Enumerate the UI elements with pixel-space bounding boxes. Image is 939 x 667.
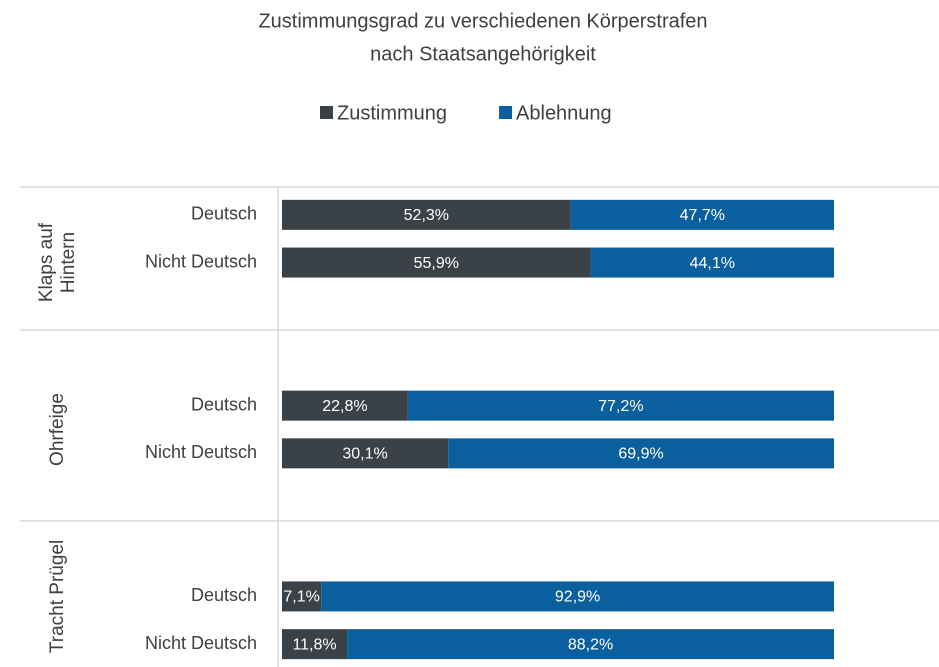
value-label: 92,9% bbox=[555, 589, 600, 606]
legend-swatch bbox=[320, 106, 333, 119]
group-label-line: Klaps auf bbox=[36, 222, 57, 302]
value-label: 69,9% bbox=[618, 446, 663, 463]
value-label: 30,1% bbox=[342, 446, 387, 463]
group-label-line: Hintern bbox=[58, 232, 79, 293]
value-label: 22,8% bbox=[322, 398, 367, 415]
category-label: Nicht Deutsch bbox=[145, 633, 257, 653]
value-label: 77,2% bbox=[598, 398, 643, 415]
group-label: Klaps aufHintern bbox=[36, 222, 79, 302]
chart-title: Zustimmungsgrad zu verschiedenen Körpers… bbox=[258, 10, 707, 32]
group-label-line: Tracht Prügel bbox=[47, 540, 68, 653]
value-label: 47,7% bbox=[680, 207, 725, 224]
value-label: 44,1% bbox=[690, 255, 735, 272]
group-label-line: Ohrfeige bbox=[47, 393, 68, 466]
value-label: 52,3% bbox=[404, 207, 449, 224]
bar-segment bbox=[282, 438, 449, 469]
bar-segment bbox=[282, 581, 322, 612]
legend-label: Zustimmung bbox=[337, 102, 447, 124]
bar-segment bbox=[282, 390, 408, 421]
category-label: Nicht Deutsch bbox=[145, 442, 257, 462]
category-label: Nicht Deutsch bbox=[145, 251, 257, 271]
group-label: Tracht Prügel bbox=[47, 540, 68, 653]
legend-swatch bbox=[499, 106, 513, 119]
bar-segment bbox=[282, 247, 591, 278]
category-label: Deutsch bbox=[191, 394, 257, 414]
bar-segment bbox=[282, 199, 571, 230]
bar-segment bbox=[347, 629, 834, 660]
bar-segment bbox=[448, 438, 834, 469]
value-label: 11,8% bbox=[292, 636, 336, 653]
value-label: 7,1% bbox=[283, 589, 319, 606]
chart-title: nach Staatsangehörigkeit bbox=[370, 43, 596, 65]
group-label: Ohrfeige bbox=[47, 393, 68, 466]
bar-segment bbox=[407, 390, 834, 421]
category-label: Deutsch bbox=[191, 585, 257, 605]
bar-segment bbox=[570, 199, 834, 230]
legend-label: Ablehnung bbox=[516, 102, 612, 124]
category-label: Deutsch bbox=[191, 204, 257, 224]
bar-segment bbox=[590, 247, 834, 278]
bar-segment bbox=[321, 581, 834, 612]
bar-segment bbox=[282, 629, 348, 660]
value-label: 55,9% bbox=[414, 255, 459, 272]
value-label: 88,2% bbox=[568, 636, 613, 653]
